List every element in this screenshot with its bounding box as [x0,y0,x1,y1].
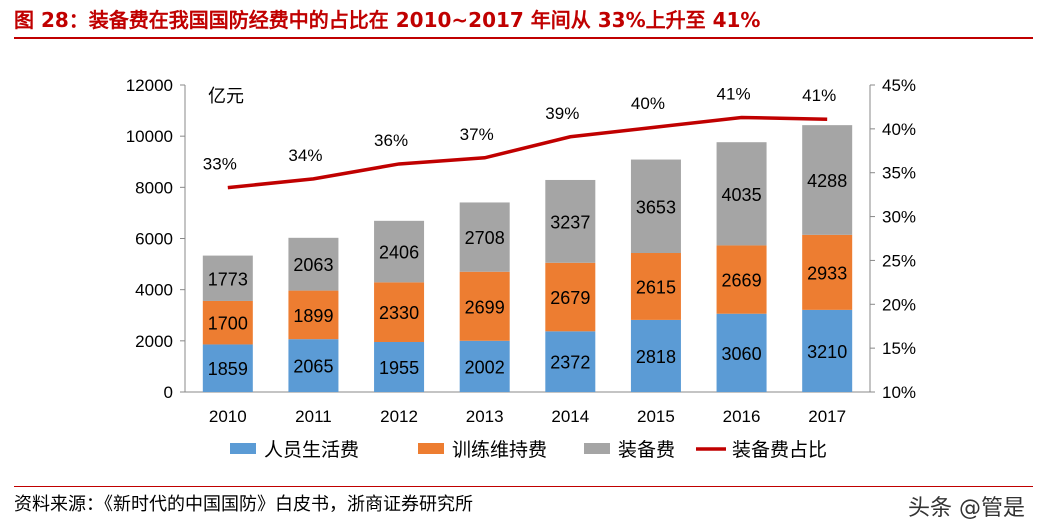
left-tick-label: 6000 [135,230,173,249]
figure-title: 图 28：装备费在我国国防经费中的占比在 2010~2017 年间从 33%上升… [14,8,761,32]
left-tick-label: 4000 [135,281,173,300]
x-tick-label: 2015 [637,407,675,426]
bar-value-label: 2933 [807,263,847,283]
right-tick-label: 30% [882,208,916,227]
bar-value-label: 2002 [465,357,505,377]
bar-personnel [716,313,767,392]
bar-training [802,234,853,310]
bar-value-label: 2406 [379,243,419,263]
x-tick-label: 2012 [380,407,418,426]
bar-equipment [374,220,425,283]
x-tick-label: 2011 [295,407,332,426]
bar-training [288,290,339,340]
line-value-label: 33% [203,155,237,174]
legend-swatch [230,443,256,454]
bar-value-label: 2818 [636,347,676,367]
line-value-label: 41% [717,84,751,103]
bar-value-label: 3060 [722,344,762,364]
right-tick-label: 10% [882,383,916,402]
bar-value-label: 2372 [550,353,590,373]
bar-value-label: 1859 [208,359,248,379]
legend-label: 训练维持费 [452,439,547,461]
bar-value-label: 2330 [379,303,419,323]
watermark: 头条 @管是 [908,496,1025,521]
bar-value-label: 2708 [465,228,505,248]
bar-equipment [802,125,853,235]
bar-value-label: 1773 [208,269,248,289]
bar-equipment [630,159,681,254]
bar-value-label: 2669 [722,271,762,291]
right-tick-label: 40% [882,120,916,139]
line-value-label: 40% [631,94,665,113]
bar-value-label: 2679 [550,288,590,308]
left-tick-label: 8000 [135,178,173,197]
bar-value-label: 4035 [722,185,762,205]
legend-label: 人员生活费 [264,439,359,461]
bar-value-label: 2065 [293,357,333,377]
x-tick-label: 2013 [466,407,504,426]
right-tick-label: 45% [882,76,916,95]
left-tick-label: 0 [164,383,173,402]
line-value-label: 34% [288,146,322,165]
legend-swatch [418,443,444,454]
x-tick-label: 2017 [808,407,846,426]
line-value-label: 39% [545,104,579,123]
bar-personnel [374,341,425,392]
left-tick-label: 12000 [126,76,173,95]
bar-value-label: 1700 [208,314,248,334]
x-tick-label: 2016 [723,407,761,426]
bar-value-label: 2699 [465,297,505,317]
bar-equipment [459,202,510,272]
x-tick-label: 2010 [209,407,247,426]
right-tick-label: 35% [882,164,916,183]
title-divider [14,37,1033,39]
right-tick-label: 25% [882,251,916,270]
bar-personnel [802,309,853,392]
source-footer: 资料来源：《新时代的中国国防》白皮书，浙商证券研究所 [14,494,473,515]
bar-personnel [459,340,510,392]
line-value-label: 41% [802,86,836,105]
bar-value-label: 2063 [293,255,333,275]
left-tick-label: 2000 [135,332,173,351]
line-value-label: 37% [460,125,494,144]
bar-personnel [288,339,339,392]
bar-value-label: 3653 [636,197,676,217]
equipment-share-line [227,115,828,190]
legend-label: 装备费占比 [732,439,827,461]
bar-training [374,282,425,342]
legend-swatch [584,443,610,454]
bar-personnel [630,319,681,392]
legend-label: 装备费 [618,439,675,461]
bar-equipment [716,142,767,246]
bar-equipment [202,255,253,301]
bar-value-label: 4288 [807,171,847,191]
right-tick-label: 20% [882,295,916,314]
unit-label: 亿元 [208,86,244,106]
bar-value-label: 1899 [293,306,333,326]
bar-equipment [288,237,339,291]
bar-personnel [545,331,596,392]
bar-training [716,245,767,314]
bar-value-label: 3237 [550,212,590,232]
bar-equipment [545,179,596,263]
right-tick-label: 15% [882,339,916,358]
bar-personnel [202,344,253,392]
line-value-label: 36% [374,131,408,150]
bar-training [630,253,681,320]
x-tick-label: 2014 [551,407,589,426]
bar-training [545,262,596,332]
footer-divider [14,486,1033,487]
bar-training [202,300,253,345]
bar-training [459,271,510,341]
left-tick-label: 10000 [126,127,173,146]
bar-value-label: 2615 [636,277,676,297]
bar-value-label: 3210 [807,342,847,362]
bar-value-label: 1955 [379,358,419,378]
